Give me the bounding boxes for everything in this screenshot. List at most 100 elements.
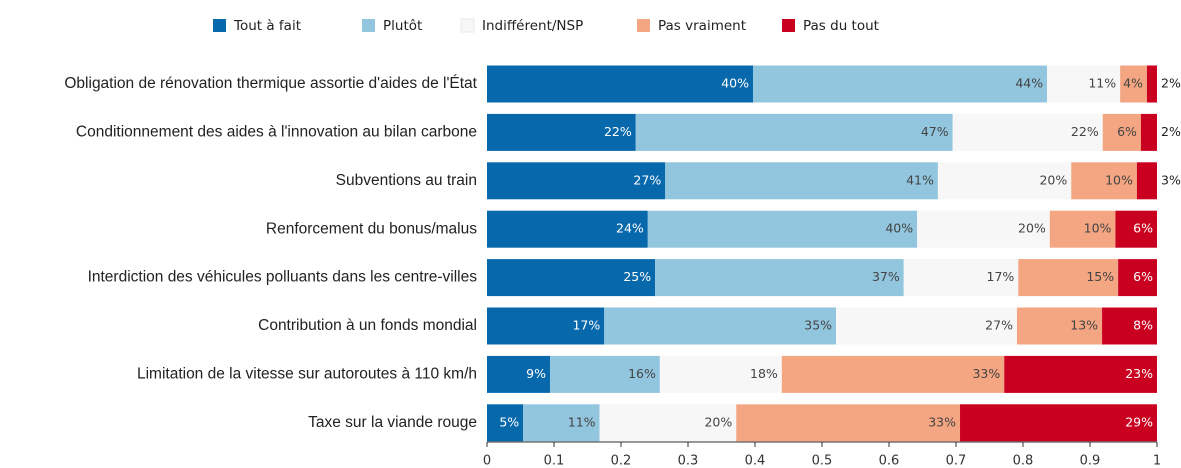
bar-segment — [487, 404, 524, 442]
bar-segment — [836, 307, 1017, 345]
x-tick-label: 1 — [1153, 454, 1161, 468]
bar-segment — [781, 355, 1005, 393]
x-tick-label: 0 — [483, 454, 491, 468]
category-label: Obligation de rénovation thermique assor… — [64, 75, 477, 92]
bar-segment — [487, 65, 753, 103]
value-label: 10% — [1105, 172, 1133, 187]
legend-swatch — [460, 18, 475, 33]
value-label: 20% — [1039, 172, 1067, 187]
value-label: 22% — [1071, 124, 1099, 139]
bar-segment — [960, 404, 1157, 442]
legend-swatch — [362, 19, 375, 32]
value-label: 40% — [885, 221, 913, 236]
category-label: Limitation de la vitesse sur autoroutes … — [137, 365, 477, 382]
x-tick-label: 0.1 — [544, 454, 565, 468]
bar-segment — [487, 162, 666, 200]
value-label: 33% — [928, 414, 956, 429]
bar-segment — [604, 307, 837, 345]
value-label: 29% — [1125, 414, 1153, 429]
category-label: Renforcement du bonus/malus — [266, 220, 477, 237]
bar-segment — [1016, 307, 1103, 345]
value-label: 2% — [1161, 76, 1181, 91]
x-tick-label: 0.2 — [611, 454, 632, 468]
value-label: 18% — [750, 366, 778, 381]
x-tick-label: 0.8 — [1013, 454, 1034, 468]
bar-segment — [1049, 210, 1116, 248]
x-tick-label: 0.3 — [678, 454, 699, 468]
value-label: 17% — [987, 269, 1015, 284]
category-label: Contribution à un fonds mondial — [258, 317, 477, 334]
bar-segment — [937, 162, 1072, 200]
bar-segment — [1102, 113, 1141, 151]
value-label: 22% — [604, 124, 632, 139]
x-tick-label: 0.7 — [946, 454, 967, 468]
bar-segment — [665, 162, 938, 200]
bar-segment — [1018, 259, 1119, 297]
value-label: 8% — [1133, 318, 1153, 333]
value-label: 20% — [1018, 221, 1046, 236]
bar-segment — [736, 404, 961, 442]
legend-label: Tout à fait — [233, 18, 301, 34]
bar-segment — [1146, 65, 1157, 103]
bar-segment — [487, 259, 656, 297]
bar-segment — [487, 210, 648, 248]
value-label: 24% — [616, 221, 644, 236]
value-label: 40% — [721, 76, 749, 91]
value-label: 13% — [1070, 318, 1098, 333]
bar-segment — [903, 259, 1019, 297]
category-label: Conditionnement des aides à l'innovation… — [76, 123, 477, 140]
value-label: 11% — [568, 414, 596, 429]
x-tick-label: 0.4 — [745, 454, 766, 468]
bar-segment — [752, 65, 1048, 103]
bar-segment — [635, 113, 953, 151]
bar-segment — [599, 404, 737, 442]
bar-segment — [1047, 65, 1121, 103]
value-label: 47% — [921, 124, 949, 139]
legend-label: Pas vraiment — [658, 18, 746, 34]
bar-segment — [655, 259, 904, 297]
bar-segment — [1118, 259, 1157, 297]
category-label: Taxe sur la viande rouge — [308, 414, 477, 431]
value-label: 20% — [704, 414, 732, 429]
value-label: 6% — [1133, 221, 1153, 236]
bar-segment — [1140, 113, 1157, 151]
bar-segment — [917, 210, 1050, 248]
bar-segment — [1120, 65, 1147, 103]
value-label: 33% — [972, 366, 1000, 381]
value-label: 23% — [1125, 366, 1153, 381]
value-label: 6% — [1133, 269, 1153, 284]
value-label: 25% — [623, 269, 651, 284]
legend-swatch — [637, 19, 650, 32]
value-label: 3% — [1161, 172, 1181, 187]
bar-segment — [1102, 307, 1157, 345]
value-label: 5% — [499, 414, 519, 429]
value-label: 9% — [526, 366, 546, 381]
value-label: 10% — [1084, 221, 1112, 236]
value-label: 17% — [572, 318, 600, 333]
bar-segment — [1004, 355, 1157, 393]
value-label: 6% — [1117, 124, 1137, 139]
x-tick-label: 0.5 — [812, 454, 833, 468]
value-label: 41% — [906, 172, 934, 187]
x-tick-label: 0.9 — [1080, 454, 1101, 468]
bar-segment — [487, 113, 636, 151]
value-label: 11% — [1088, 76, 1116, 91]
value-label: 44% — [1015, 76, 1043, 91]
bar-segment — [523, 404, 600, 442]
value-label: 27% — [633, 172, 661, 187]
bar-segment — [549, 355, 660, 393]
legend-swatch — [782, 19, 795, 32]
bar-segment — [1136, 162, 1157, 200]
value-label: 37% — [872, 269, 900, 284]
legend-label: Pas du tout — [803, 18, 879, 34]
bar-segment — [647, 210, 918, 248]
bar-segment — [1071, 162, 1137, 200]
bar-segment — [952, 113, 1103, 151]
legend-label: Indifférent/NSP — [482, 18, 583, 34]
legend-swatch — [213, 19, 226, 32]
bar-segment — [487, 307, 605, 345]
x-tick-label: 0.6 — [879, 454, 900, 468]
category-label: Interdiction des véhicules polluants dan… — [88, 269, 478, 286]
category-label: Subventions au train — [336, 172, 477, 189]
